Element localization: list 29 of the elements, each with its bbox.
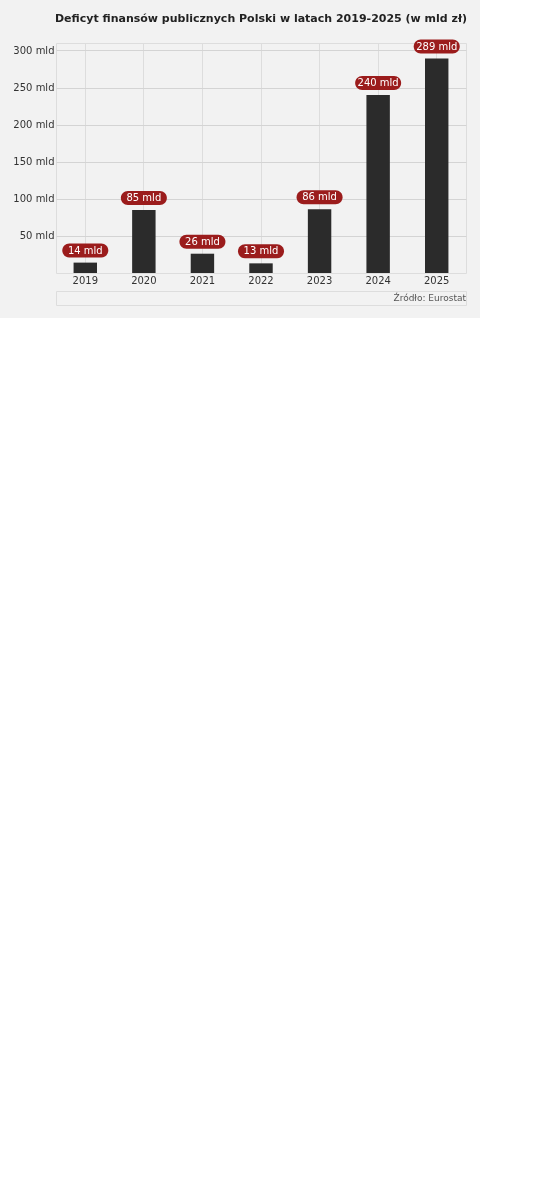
bar bbox=[190, 253, 215, 273]
x-tick-label: 2020 bbox=[131, 274, 157, 286]
data-label: 85 mld bbox=[126, 191, 162, 203]
y-tick-label: 200 mld bbox=[13, 119, 55, 131]
chart-title: Deficyt finansów publicznych Polski w latach 2019-2025 (w mld zł) bbox=[54, 11, 468, 25]
data-label: 13 mld bbox=[243, 245, 279, 257]
x-tick-label: 2023 bbox=[306, 274, 333, 286]
bar bbox=[132, 209, 156, 273]
bar bbox=[366, 94, 390, 273]
x-tick-label: 2021 bbox=[189, 274, 216, 286]
data-label: 86 mld bbox=[302, 191, 337, 203]
data-label: 14 mld bbox=[67, 244, 103, 256]
y-tick-label: 250 mld bbox=[13, 82, 55, 94]
bar bbox=[307, 209, 332, 273]
text: Źródło: Eurostat bbox=[393, 292, 467, 303]
bar bbox=[249, 263, 273, 273]
y-tick-label: 150 mld bbox=[13, 156, 55, 168]
data-label: 289 mld bbox=[416, 40, 458, 52]
data-label: 26 mld bbox=[185, 235, 220, 247]
bar bbox=[73, 262, 97, 273]
y-tick-label: 50 mld bbox=[19, 230, 55, 242]
x-tick-label: 2022 bbox=[248, 274, 274, 286]
x-tick-label: 2024 bbox=[365, 274, 391, 286]
y-tick-label: 100 mld bbox=[13, 193, 55, 205]
x-tick-label: 2019 bbox=[72, 274, 99, 286]
data-label: 240 mld bbox=[357, 76, 399, 88]
y-tick-label: 300 mld bbox=[13, 44, 55, 56]
x-tick-label: 2025 bbox=[423, 274, 450, 286]
bar bbox=[425, 58, 449, 273]
